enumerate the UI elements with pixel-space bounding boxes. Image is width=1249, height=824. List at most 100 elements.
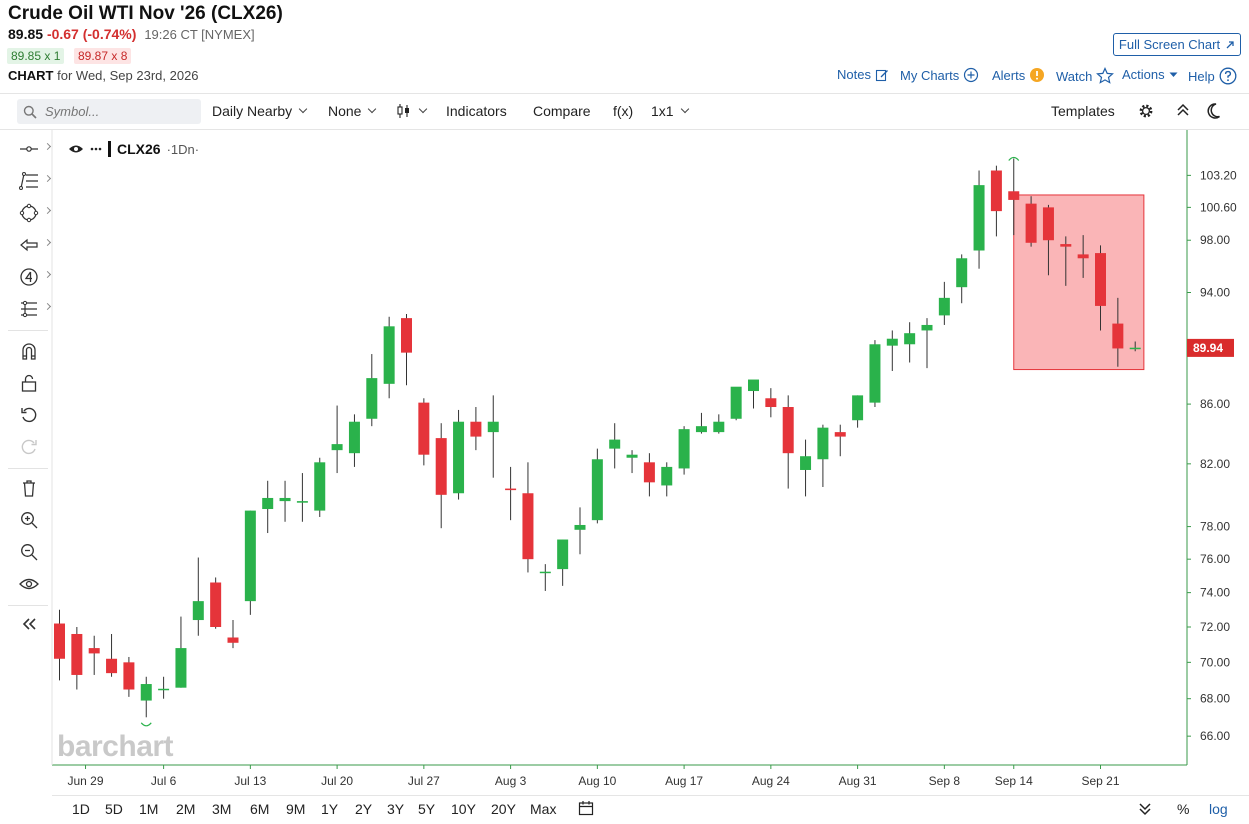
- ask-badge: 89.87 x 8: [74, 48, 132, 64]
- candle-body-down: [435, 438, 447, 495]
- fx-button[interactable]: f(x): [613, 103, 633, 119]
- moon-icon: [1207, 102, 1225, 120]
- candle: [435, 423, 447, 529]
- notes-link[interactable]: Notes: [837, 67, 889, 82]
- log-toggle[interactable]: log: [1209, 801, 1228, 817]
- my-charts-link[interactable]: My Charts: [900, 67, 979, 83]
- range-20y[interactable]: 20Y: [491, 801, 516, 817]
- candle-body-up: [158, 688, 170, 691]
- candle: [366, 354, 378, 427]
- candle-body-up: [140, 684, 152, 701]
- candle-body-down: [1042, 207, 1054, 241]
- candle: [123, 656, 135, 697]
- line-tool[interactable]: [18, 138, 52, 160]
- templates-button[interactable]: Templates: [1051, 103, 1115, 119]
- candle: [748, 379, 759, 409]
- range-1d[interactable]: 1D: [72, 801, 90, 817]
- price-chart[interactable]: 66.00 68.00 70.00 72.00 74.00 76.00 78.00 82.00…: [0, 130, 1249, 795]
- help-icon: [1219, 67, 1237, 85]
- candle: [817, 424, 829, 488]
- x-tick-label: Sep 14: [995, 774, 1033, 788]
- fib-tool[interactable]: [18, 170, 52, 192]
- range-5d[interactable]: 5D: [105, 801, 123, 817]
- range-9m[interactable]: 9M: [286, 801, 306, 817]
- range-1y[interactable]: 1Y: [321, 801, 339, 817]
- undo-tool[interactable]: [18, 404, 40, 426]
- collapse-tools-button[interactable]: [18, 613, 40, 635]
- candle: [1077, 235, 1089, 278]
- full-screen-chart-button[interactable]: Full Screen Chart: [1113, 33, 1241, 56]
- candle: [401, 314, 412, 386]
- candle: [730, 386, 742, 421]
- candle-body-up: [921, 324, 933, 331]
- zoom-out-tool[interactable]: [18, 541, 40, 563]
- candle: [244, 510, 256, 615]
- candle-body-up: [938, 297, 950, 316]
- alerts-link[interactable]: Alerts: [992, 67, 1045, 83]
- dark-mode-toggle[interactable]: [1207, 102, 1225, 120]
- x-tick-label: Aug 17: [665, 774, 703, 788]
- candle: [192, 557, 204, 636]
- counter-tool[interactable]: [18, 266, 52, 288]
- candle: [661, 462, 673, 497]
- range-3y[interactable]: 3Y: [387, 801, 405, 817]
- range-2y[interactable]: 2Y: [355, 801, 373, 817]
- visibility-tool[interactable]: [18, 573, 40, 595]
- gear-icon: [1137, 102, 1155, 120]
- period-dropdown[interactable]: Daily Nearby: [212, 103, 308, 119]
- y-tick-label: 74.00: [1200, 586, 1230, 600]
- actions-menu[interactable]: Actions: [1122, 67, 1178, 82]
- range-3m[interactable]: 3M: [212, 801, 232, 817]
- indicators-button[interactable]: Indicators: [446, 103, 507, 119]
- symbol-input[interactable]: [43, 103, 187, 120]
- edit-icon: [875, 68, 889, 82]
- more-dots-icon[interactable]: [90, 147, 102, 151]
- candle: [348, 414, 360, 467]
- help-link[interactable]: Help: [1188, 67, 1237, 85]
- candle: [470, 407, 482, 451]
- number-circle-icon: [19, 267, 39, 287]
- range-5y[interactable]: 5Y: [418, 801, 436, 817]
- candle: [713, 414, 725, 434]
- redo-tool[interactable]: [18, 436, 40, 458]
- lock-tool[interactable]: [18, 372, 40, 394]
- eye-icon[interactable]: [68, 143, 84, 155]
- zoom-in-tool[interactable]: [18, 509, 40, 531]
- magnet-tool[interactable]: [18, 340, 40, 362]
- candle: [800, 439, 812, 497]
- range-10y[interactable]: 10Y: [451, 801, 476, 817]
- caret-down-icon: [1169, 72, 1178, 78]
- candle-body-up: [956, 258, 968, 288]
- range-bar: [52, 795, 1249, 824]
- actions-label: Actions: [1122, 67, 1165, 82]
- watch-link[interactable]: Watch: [1056, 67, 1115, 85]
- candle: [383, 316, 395, 399]
- candle: [886, 330, 898, 371]
- chart-type-dropdown[interactable]: [396, 103, 428, 119]
- arrow-tool[interactable]: [18, 234, 52, 256]
- shape-tool[interactable]: [18, 202, 52, 224]
- candle-body-down: [1025, 203, 1037, 243]
- range-max[interactable]: Max: [530, 801, 557, 817]
- candle-body-down: [643, 462, 655, 483]
- last-price-label: 89.94: [1193, 341, 1223, 355]
- barchart-watermark: barchart: [57, 730, 174, 763]
- range-2m[interactable]: 2M: [176, 801, 196, 817]
- settings-button[interactable]: [1137, 102, 1155, 120]
- candle: [210, 577, 222, 629]
- range-6m[interactable]: 6M: [250, 801, 270, 817]
- y-tick-label: 82.00: [1200, 457, 1230, 471]
- date-range-button[interactable]: [578, 800, 594, 819]
- delete-tool[interactable]: [18, 477, 40, 499]
- layout-dropdown[interactable]: 1x1: [651, 103, 689, 119]
- compare-button[interactable]: Compare: [533, 103, 591, 119]
- symbol-search[interactable]: [17, 99, 201, 124]
- candle-body-up: [904, 333, 916, 345]
- percent-toggle[interactable]: %: [1177, 801, 1190, 817]
- range-1m[interactable]: 1M: [139, 801, 159, 817]
- candle: [106, 633, 118, 677]
- overlay-dropdown[interactable]: None: [328, 103, 377, 119]
- expand-bottom-button[interactable]: [1139, 802, 1151, 819]
- measure-tool[interactable]: [18, 298, 52, 320]
- collapse-button[interactable]: [1176, 102, 1190, 118]
